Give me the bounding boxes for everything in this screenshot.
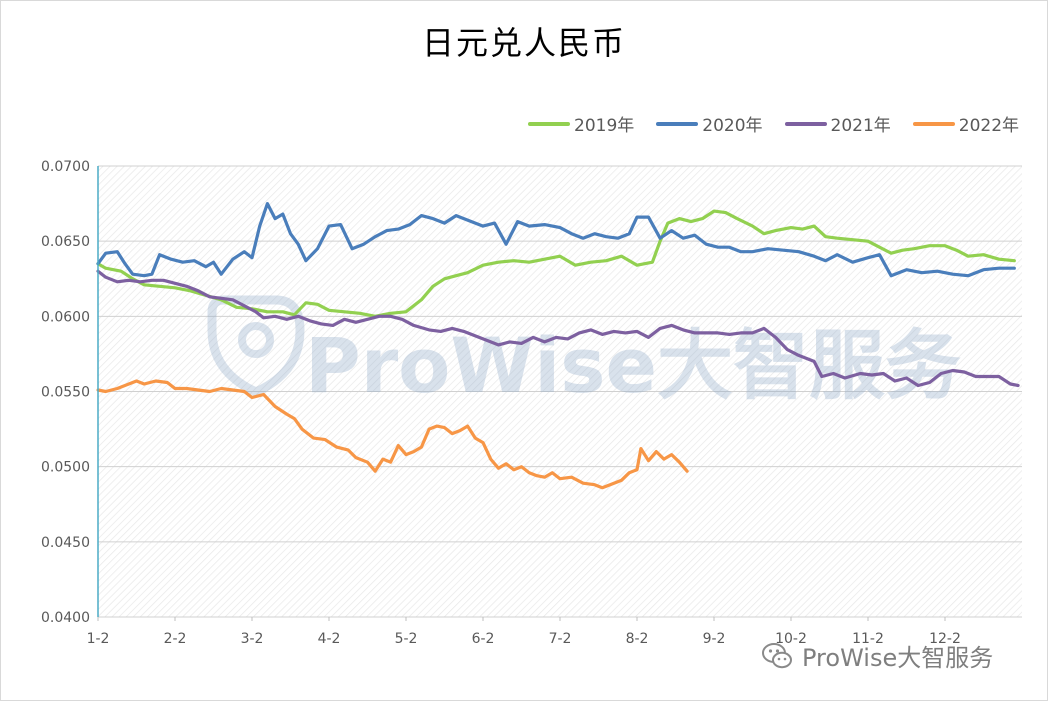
watermark: ProWise大智服务	[207, 295, 961, 410]
legend-label: 2020年	[702, 116, 763, 136]
legend-item: 2022年	[912, 111, 1020, 136]
y-tick-label: 0.0400	[41, 610, 90, 626]
wechat-icon	[762, 642, 792, 668]
series-line-2	[96, 202, 1016, 278]
x-tick-label: 3-2	[241, 631, 264, 647]
series-line-1	[96, 209, 1016, 318]
x-tick-label: 7-2	[549, 631, 572, 647]
x-tick-label: 10-2	[775, 631, 807, 647]
y-tick-label: 0.0550	[41, 385, 90, 401]
legend-item: 2020年	[656, 111, 763, 136]
wechat-label: ProWise大智服务	[802, 644, 994, 672]
legend-swatch	[656, 121, 699, 126]
x-tick-label: 8-2	[626, 631, 649, 647]
legend-label: 2021年	[830, 116, 891, 136]
series-line-3	[96, 269, 1020, 388]
watermark-text: ProWise大智服务	[305, 321, 961, 410]
watermark-dot	[238, 322, 274, 358]
y-tick-label: 0.0700	[41, 159, 90, 175]
x-tick-label: 9-2	[703, 631, 726, 647]
y-tick-label: 0.0450	[41, 535, 90, 551]
legend-item: 2021年	[784, 111, 891, 136]
x-tick-label: 1-2	[87, 631, 110, 647]
legend-swatch	[784, 121, 827, 126]
x-tick-label: 11-2	[852, 631, 884, 647]
x-tick-label: 2-2	[164, 631, 187, 647]
legend-item: 2019年	[528, 111, 634, 136]
legend: 2019年 2020年 2021年 2022年	[528, 111, 1041, 136]
x-tick-label: 4-2	[318, 631, 341, 647]
x-tick-label: 12-2	[929, 631, 961, 647]
wechat-watermark: ProWise大智服务	[760, 638, 993, 673]
series-line-4	[96, 379, 689, 490]
y-tick-label: 0.0500	[41, 460, 90, 476]
legend-label: 2022年	[958, 116, 1020, 136]
legend-label: 2019年	[574, 116, 635, 136]
y-tick-label: 0.0650	[41, 234, 90, 250]
legend-swatch	[912, 121, 955, 126]
x-tick-label: 6-2	[472, 631, 495, 647]
chart-title: 日元兑人民币	[421, 24, 626, 62]
x-tick-label: 5-2	[395, 631, 418, 647]
legend-swatch	[528, 121, 570, 126]
y-tick-label: 0.0600	[41, 309, 90, 325]
